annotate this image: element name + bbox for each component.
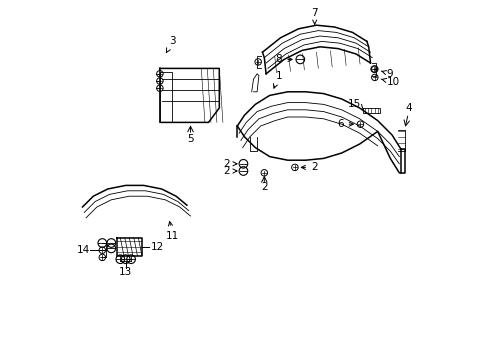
Text: 6: 6 [336, 119, 353, 129]
Text: 9: 9 [381, 69, 392, 79]
Text: 5: 5 [187, 134, 193, 144]
Text: 3: 3 [166, 36, 176, 53]
Text: 12: 12 [151, 242, 164, 252]
Text: 8: 8 [275, 54, 291, 64]
Text: 13: 13 [119, 267, 132, 277]
Text: 7: 7 [311, 8, 317, 24]
Text: 4: 4 [404, 103, 411, 113]
Text: 10: 10 [381, 77, 399, 87]
Text: 2: 2 [301, 162, 317, 172]
Text: 2: 2 [223, 159, 237, 169]
Text: 15: 15 [347, 99, 361, 109]
Text: 11: 11 [165, 222, 179, 241]
Text: 2: 2 [261, 182, 267, 192]
Text: 1: 1 [273, 71, 282, 88]
Text: 14: 14 [76, 245, 89, 255]
Text: 2: 2 [223, 166, 237, 176]
